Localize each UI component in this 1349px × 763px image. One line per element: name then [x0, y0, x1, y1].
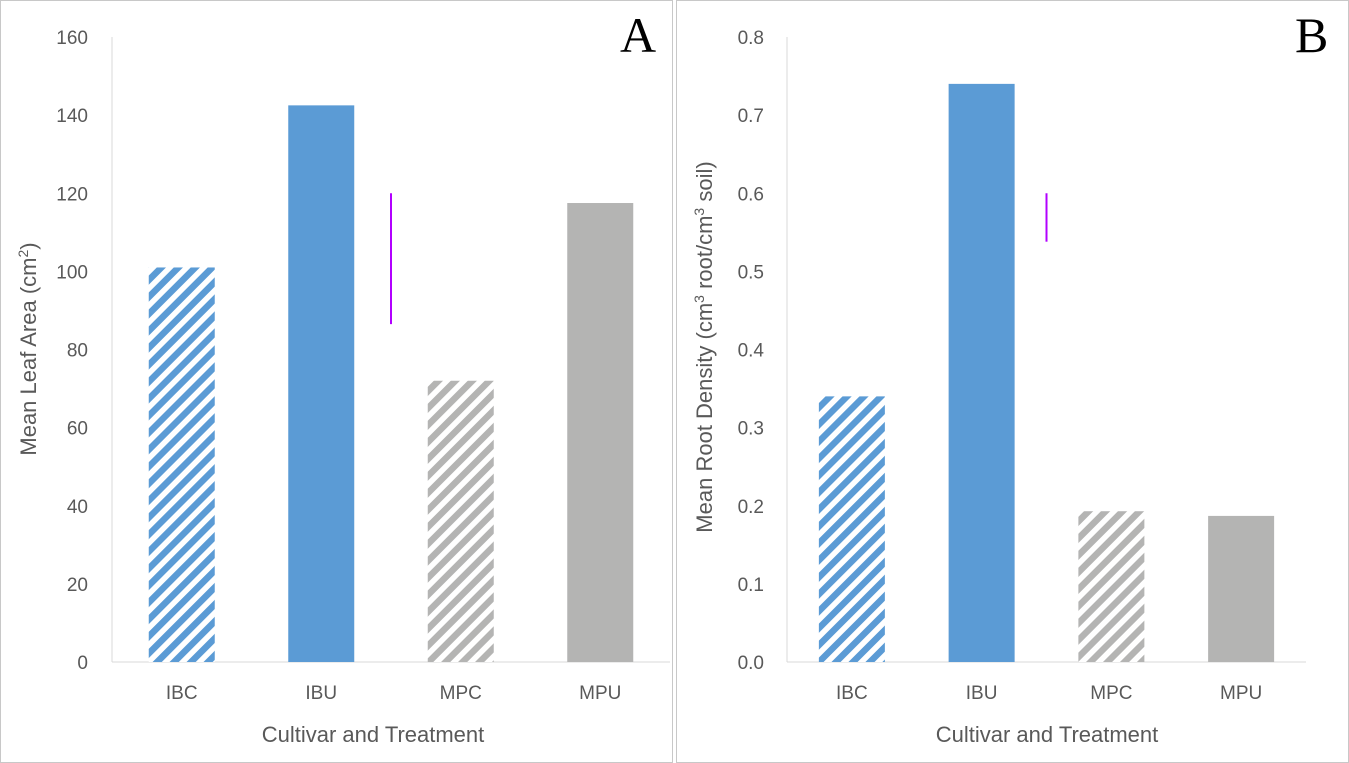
panel-b-category-label-ibu: IBU: [966, 683, 998, 704]
panel-a-bar-mpu: [567, 203, 634, 662]
panel-a-bar-ibu: [288, 105, 355, 662]
panel-b-letter: B: [1295, 7, 1328, 63]
panel-b-x-axis-title: Cultivar and Treatment: [936, 722, 1159, 747]
panel-b-bar-ibu: [948, 83, 1015, 662]
panel-a-y-tick-label: 0: [77, 653, 88, 674]
panel-b-y-tick-label: 0.3: [738, 419, 764, 440]
panel-a-y-tick-label: 20: [67, 575, 88, 596]
panel-a-y-tick-label: 100: [56, 262, 88, 283]
panel-b-y-tick-label: 0.4: [738, 341, 765, 362]
panel-b-plot: 0.0 0.1 0.2 0.3 0.4 0.5 0.6 0.7 0.8 IBC IBU MPC MPU: [738, 28, 1306, 704]
panel-b: B Mean Root Density (cm3 root/cm3 soil) …: [676, 0, 1349, 763]
panel-b-bar-mpc: [1078, 511, 1145, 662]
panel-a-bar-ibc: [148, 267, 215, 662]
panel-a-bar-mpc: [427, 380, 494, 662]
panel-a-y-tick-label: 120: [56, 184, 88, 205]
panel-b-category-label-mpu: MPU: [1220, 683, 1262, 704]
panel-a-category-label-mpc: MPC: [440, 683, 482, 704]
panel-a-plot: 0 20 40 60 80 100 120 140 160 IBC IBU MPC MPU: [56, 28, 670, 704]
panel-a-y-tick-label: 60: [67, 419, 88, 440]
panel-b-bar-mpu: [1208, 515, 1275, 662]
panel-a: A Mean Leaf Area (cm2) Cultivar and Trea…: [0, 0, 673, 763]
panel-b-category-label-mpc: MPC: [1090, 683, 1132, 704]
panel-a-y-tick-label: 160: [56, 28, 88, 49]
panel-b-y-tick-label: 0.1: [738, 575, 764, 596]
panel-a-y-tick-label: 140: [56, 106, 88, 127]
panel-a-y-tick-label: 40: [67, 497, 88, 518]
panel-b-y-tick-label: 0.8: [738, 28, 764, 49]
panel-b-y-tick-label: 0.6: [738, 184, 764, 205]
panel-a-category-label-ibc: IBC: [166, 683, 198, 704]
panel-a-x-axis-title: Cultivar and Treatment: [262, 722, 485, 747]
panel-a-category-label-mpu: MPU: [579, 683, 621, 704]
panel-b-y-tick-label: 0.0: [738, 653, 764, 674]
panel-b-category-label-ibc: IBC: [836, 683, 868, 704]
panel-b-y-axis-title: Mean Root Density (cm3 root/cm3 soil): [691, 161, 717, 532]
panel-b-bar-ibc: [818, 396, 885, 662]
panel-a-y-tick-label: 80: [67, 341, 88, 362]
panel-b-y-tick-label: 0.2: [738, 497, 764, 518]
panel-b-y-tick-label: 0.7: [738, 106, 764, 127]
panel-a-letter: A: [620, 7, 656, 63]
panel-a-y-axis-title: Mean Leaf Area (cm2): [15, 242, 41, 455]
panel-a-category-label-ibu: IBU: [305, 683, 337, 704]
panel-b-y-tick-label: 0.5: [738, 262, 764, 283]
